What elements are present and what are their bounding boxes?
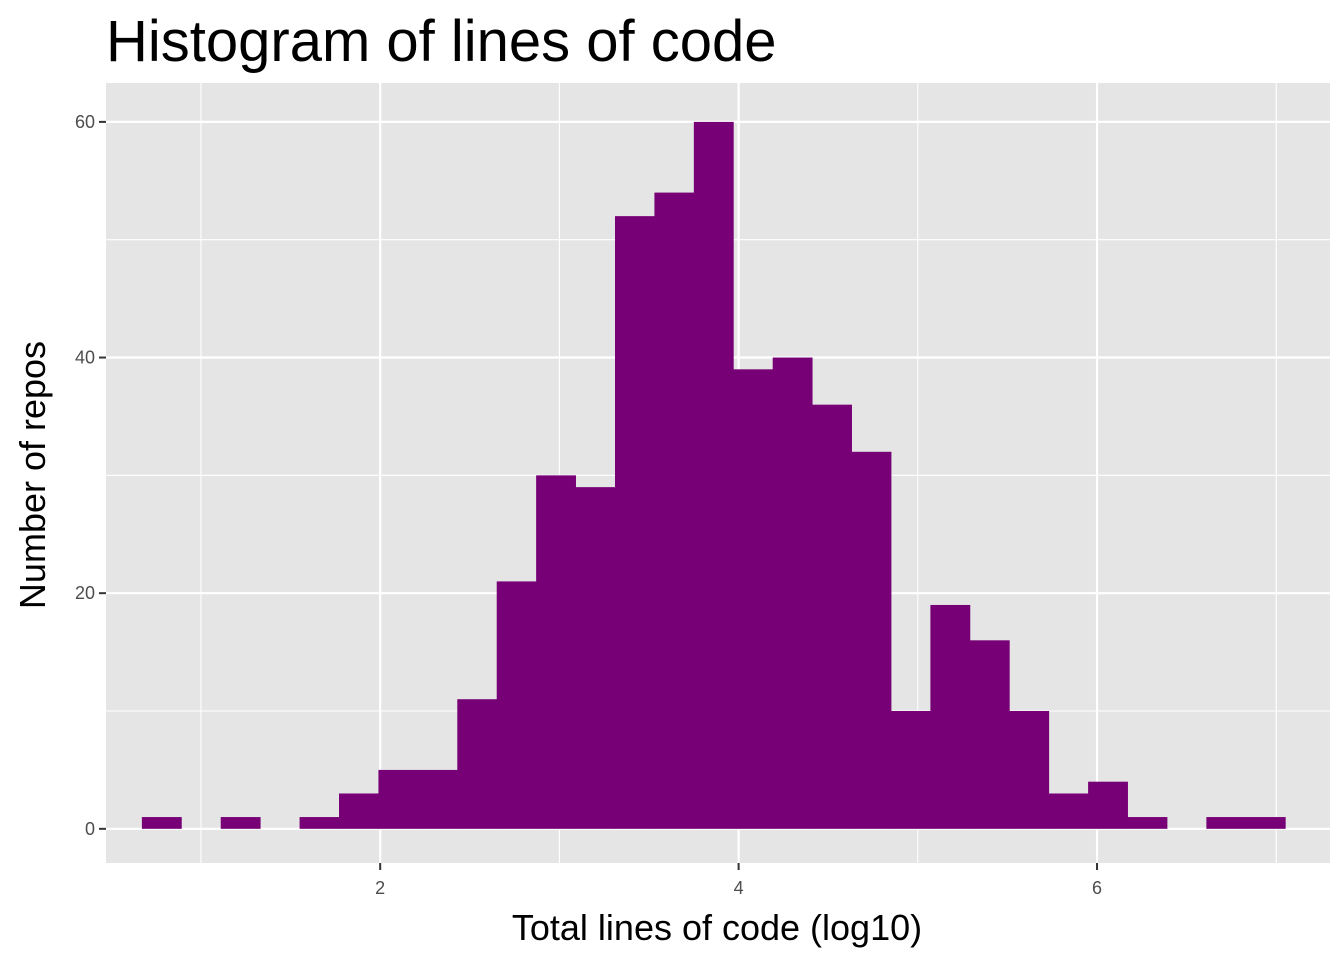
histogram-bar bbox=[1127, 817, 1168, 829]
histogram-bar bbox=[1245, 817, 1286, 829]
histogram-bar bbox=[378, 769, 419, 829]
histogram-bar bbox=[575, 487, 616, 829]
histogram-bar bbox=[851, 451, 892, 829]
histogram-bar bbox=[614, 216, 655, 829]
histogram-bar bbox=[1206, 817, 1247, 829]
y-tick-label: 60 bbox=[75, 112, 95, 132]
histogram-bar bbox=[496, 581, 537, 829]
histogram-bar bbox=[141, 817, 182, 829]
histogram-bars bbox=[141, 121, 1286, 829]
histogram-bar bbox=[339, 793, 379, 829]
histogram-bar bbox=[890, 711, 931, 829]
x-tick-label: 2 bbox=[375, 878, 385, 898]
histogram-bar bbox=[693, 121, 734, 829]
y-axis-title: Number of repos bbox=[12, 341, 53, 609]
x-tick-label: 6 bbox=[1092, 878, 1102, 898]
histogram-bar bbox=[299, 817, 340, 829]
histogram-bar bbox=[969, 640, 1010, 829]
y-tick-label: 0 bbox=[85, 819, 95, 839]
y-tick-label: 20 bbox=[75, 583, 95, 603]
histogram-bar bbox=[930, 604, 971, 829]
histogram-bar bbox=[457, 699, 498, 829]
histogram-bar bbox=[1048, 793, 1089, 829]
x-tick-label: 4 bbox=[734, 878, 744, 898]
histogram-bar bbox=[772, 357, 813, 829]
histogram-bar bbox=[654, 192, 695, 829]
x-axis-title: Total lines of code (log10) bbox=[512, 907, 922, 948]
chart-title: Histogram of lines of code bbox=[106, 9, 777, 74]
histogram-bar bbox=[812, 404, 852, 829]
histogram-bar bbox=[1009, 711, 1050, 829]
histogram-bar bbox=[536, 475, 576, 829]
axes: 0 20 40 60 2 4 6 bbox=[75, 112, 1102, 898]
y-tick-label: 40 bbox=[75, 348, 95, 368]
histogram-bar bbox=[417, 769, 458, 829]
histogram-bar bbox=[1088, 781, 1128, 829]
histogram-bar bbox=[220, 817, 261, 829]
histogram-bar bbox=[733, 369, 774, 829]
